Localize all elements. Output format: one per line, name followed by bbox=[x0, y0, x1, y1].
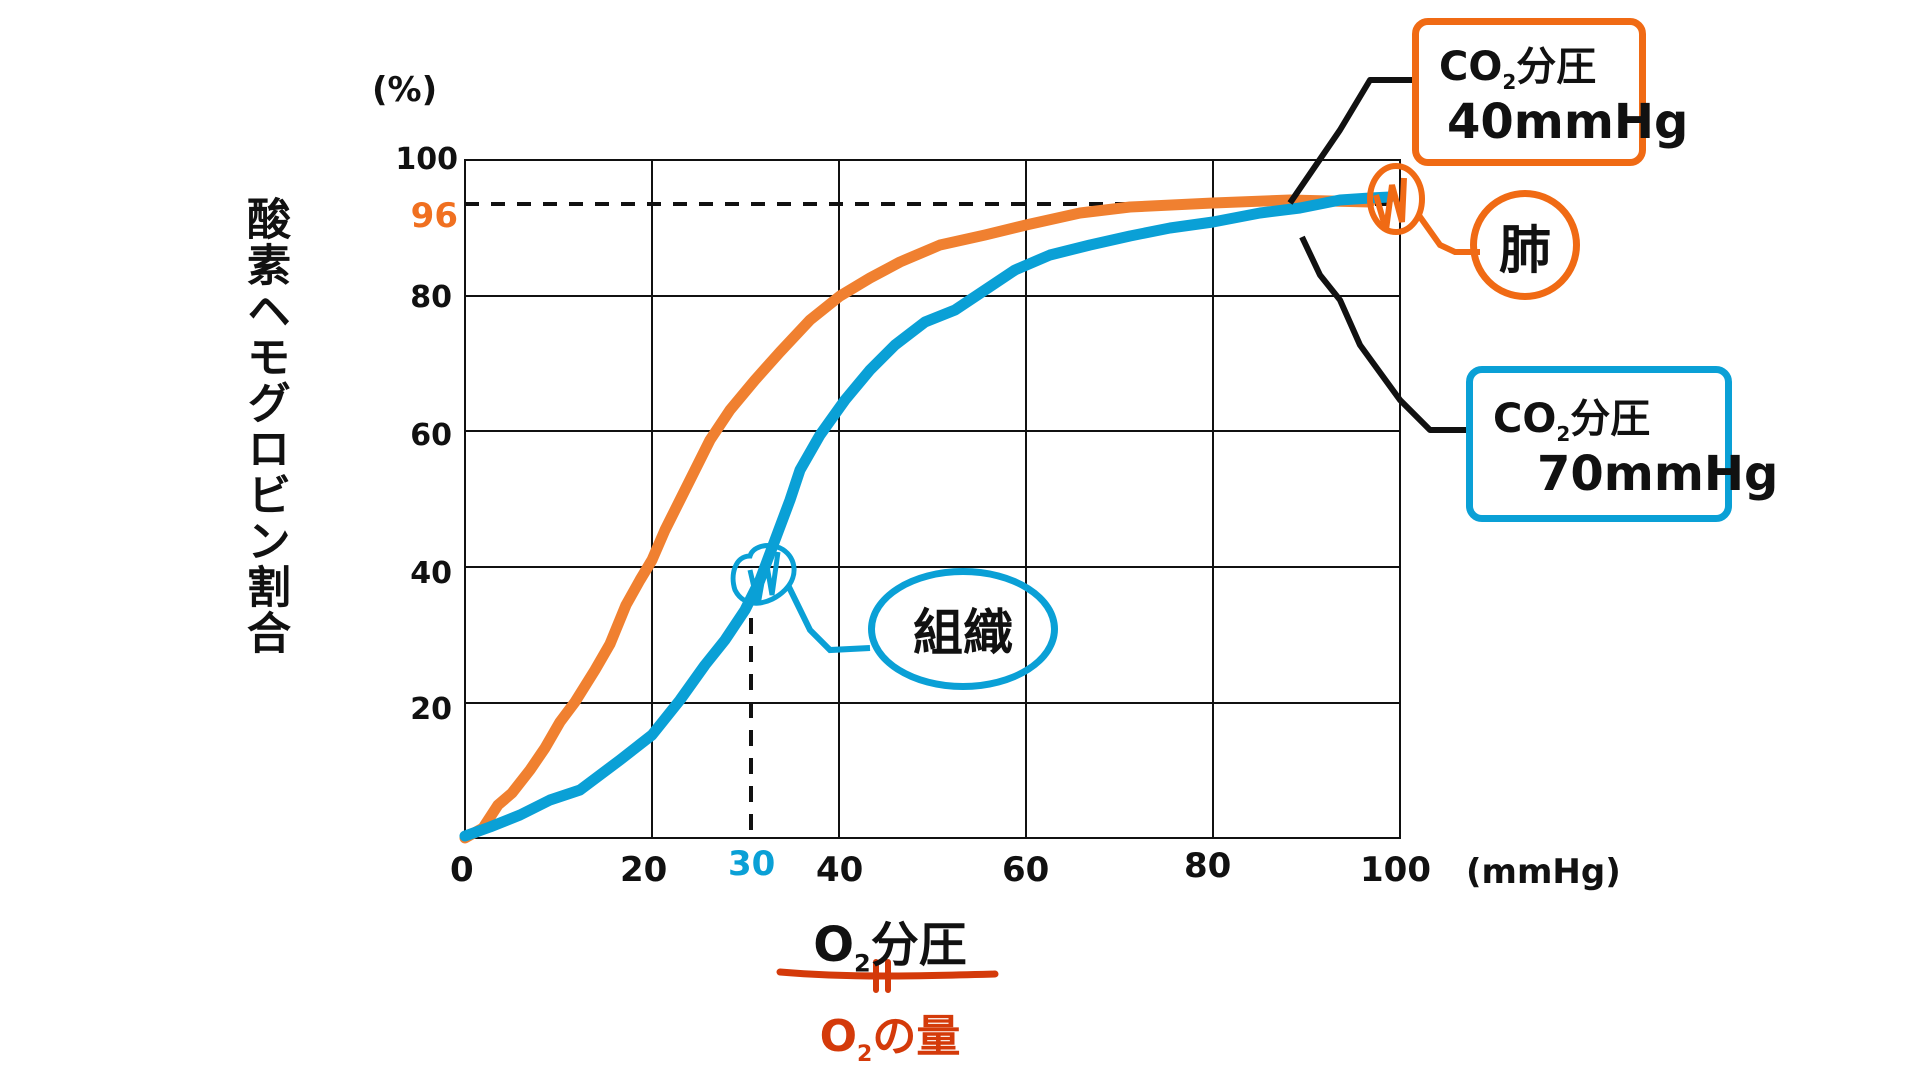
y-tick-96-highlight: 96 bbox=[410, 196, 458, 236]
tissue-point-marker bbox=[730, 543, 797, 606]
x-tick-0: 0 bbox=[450, 850, 474, 890]
x-tick-100: 100 bbox=[1360, 850, 1431, 890]
x-tick-80: 80 bbox=[1184, 846, 1232, 886]
x-title-equal-mark bbox=[873, 959, 891, 993]
co2-40-callout-value: 40mmHg bbox=[1447, 94, 1689, 150]
tissue-label-circle: 組織 bbox=[868, 568, 1058, 690]
x-axis-unit: (mmHg) bbox=[1466, 852, 1621, 892]
tissue-leader-line bbox=[785, 583, 871, 654]
y-tick-20: 20 bbox=[410, 692, 452, 727]
lung-label-circle: 肺 bbox=[1470, 190, 1580, 300]
co2-70-callout-title: CO2分圧 bbox=[1493, 396, 1651, 446]
co2-70-callout: CO2分圧 70mmHg bbox=[1466, 366, 1779, 522]
x-tick-20: 20 bbox=[620, 850, 668, 890]
lung-point-marker bbox=[1367, 163, 1425, 235]
lung-leader-line bbox=[1415, 212, 1480, 255]
co2-70-callout-value: 70mmHg bbox=[1537, 446, 1779, 502]
x-axis-title: O2分圧 bbox=[813, 917, 967, 978]
x-tick-60: 60 bbox=[1002, 850, 1050, 890]
curve-lung-co2-40 bbox=[459, 194, 1376, 844]
lung-label: 肺 bbox=[1498, 220, 1551, 281]
y-tick-80: 80 bbox=[410, 280, 452, 315]
leader-line-co2-40 bbox=[1287, 77, 1412, 205]
leader-line-co2-70 bbox=[1299, 235, 1470, 433]
y-tick-40: 40 bbox=[410, 556, 452, 591]
y-tick-100: 100 bbox=[395, 142, 458, 177]
curve-tissue-co2-70 bbox=[459, 191, 1396, 842]
y-axis-title: 酸素ヘモグロビン割合 bbox=[239, 196, 290, 656]
x-tick-30-highlight: 30 bbox=[728, 844, 776, 884]
x-axis-note: O2の量 bbox=[819, 1011, 961, 1067]
y-axis-unit: (%) bbox=[372, 70, 438, 110]
x-tick-40: 40 bbox=[816, 850, 864, 890]
co2-40-callout-title: CO2分圧 bbox=[1439, 44, 1597, 94]
y-tick-60: 60 bbox=[410, 418, 452, 453]
tissue-label: 組織 bbox=[913, 604, 1013, 662]
co2-40-callout: CO2分圧 40mmHg bbox=[1412, 18, 1689, 166]
grid bbox=[464, 159, 1401, 839]
